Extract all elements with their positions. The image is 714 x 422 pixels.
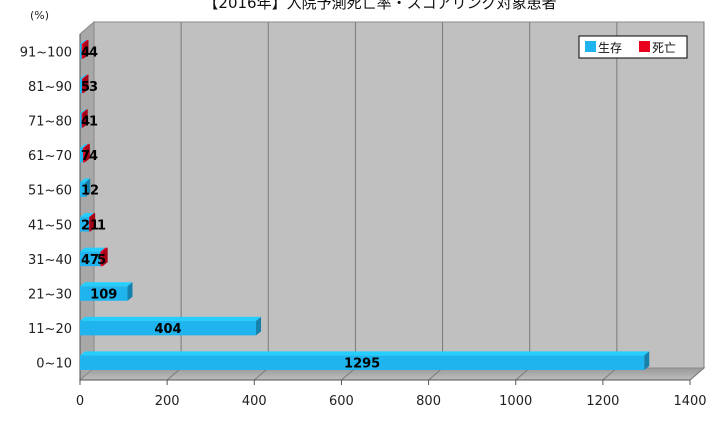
gridline-floor: [341, 367, 356, 381]
legend: 生存 死亡: [578, 35, 688, 59]
bar-top-face: [80, 213, 95, 218]
data-label-death: 5: [97, 253, 106, 268]
y-tick-label: 81~90: [28, 80, 72, 95]
bar-survive: [80, 78, 83, 94]
y-tick-label: 61~70: [28, 149, 72, 164]
y-tick-label: 51~60: [28, 184, 72, 199]
bar-survive: [80, 147, 84, 163]
y-axis-ticks: 0~10 11~20 21~30 31~40 41~50 51~60 61~70 71~80 8…: [20, 45, 72, 371]
bar-top-face: [80, 143, 89, 148]
bar-survive: [80, 44, 82, 59]
y-tick-label: 41~50: [28, 218, 72, 233]
x-tick-label: 1000: [499, 394, 532, 409]
legend-swatch-death: [639, 41, 650, 52]
x-tick-label: 200: [155, 394, 180, 409]
x-tick-label: 0: [76, 394, 84, 409]
bar-side-face: [85, 178, 91, 197]
gridline-floor: [428, 367, 443, 381]
bar-death: [89, 217, 91, 232]
gridline-floor: [515, 367, 531, 381]
data-label-survive: 4: [81, 45, 90, 60]
bar-top-face: [80, 351, 650, 356]
bar-side-face: [644, 351, 650, 370]
bar-top-face: [80, 316, 262, 321]
data-label-death: 4: [89, 149, 98, 164]
bar-side-face: [256, 316, 262, 336]
gridline-floor: [253, 367, 269, 381]
x-tick-label: 800: [416, 394, 441, 409]
y-tick-label: 31~40: [28, 253, 72, 268]
bar-top-face: [80, 282, 133, 287]
x-tick-label: 1200: [586, 394, 619, 409]
bar-side-face: [127, 282, 133, 301]
bar-survive: [80, 320, 257, 336]
bar-survive: [80, 286, 128, 301]
bar-top-face: [80, 40, 87, 45]
data-label-death: 1: [89, 115, 98, 130]
bar-death: [81, 113, 83, 128]
x-tick-label: 400: [242, 394, 267, 409]
bar-top-face: [81, 40, 89, 45]
bar-death: [83, 147, 85, 163]
data-label-survive: 404: [154, 322, 181, 337]
back-wall: [93, 21, 705, 369]
bar-top-face: [83, 143, 90, 148]
data-label-death: 3: [89, 80, 98, 95]
legend-label-survive: 生存: [598, 41, 622, 55]
x-tick-label: 1400: [673, 394, 706, 409]
bar-survive: [80, 355, 645, 370]
data-label-survive: 47: [81, 253, 99, 268]
data-label-survive: 1295: [344, 357, 380, 372]
data-label-survive: 12: [81, 184, 99, 199]
bar-top-face: [100, 247, 108, 252]
data-label-survive: 4: [81, 115, 90, 130]
bar-side-face: [90, 213, 96, 232]
bar-survive: [80, 217, 90, 232]
data-label-survive: 7: [81, 149, 90, 164]
chart-title: 【2016年】入院予測死亡率・スコアリング対象患者: [203, 0, 556, 12]
y-tick-label: 71~80: [28, 115, 72, 130]
bar-top-face: [80, 178, 91, 183]
bars: [80, 40, 650, 370]
bar-top-face: [82, 74, 89, 79]
bar-top-face: [89, 213, 96, 218]
bar-top-face: [81, 109, 88, 114]
gridline-floor: [602, 367, 618, 381]
bar-side-face: [83, 40, 89, 59]
y-tick-label: 0~10: [36, 357, 72, 372]
bar-death: [100, 251, 103, 267]
x-axis-ticks: 0 200 400 600 800 1000 1200 1400: [76, 380, 707, 409]
legend-label-death: 死亡: [652, 41, 676, 55]
data-label-survive: 5: [81, 80, 90, 95]
gridline-floor: [689, 367, 705, 381]
bar-side-face: [83, 74, 89, 94]
y-axis-unit-label: (%): [30, 9, 49, 22]
data-label-death: 1: [97, 218, 106, 233]
data-label-survive: 109: [90, 288, 117, 303]
data-label-death: 4: [89, 45, 98, 60]
bar-survive: [80, 182, 86, 197]
y-tick-label: 21~30: [28, 288, 72, 303]
legend-swatch-survive: [585, 41, 596, 52]
bar-top-face: [80, 109, 87, 114]
bar-side-face: [84, 143, 90, 163]
bar-survive: [80, 251, 101, 267]
y-tick-label: 11~20: [28, 322, 72, 337]
gridline-floor: [166, 367, 182, 381]
bar-side-face: [102, 247, 108, 267]
bar-survive: [80, 113, 82, 128]
bar-death: [81, 44, 84, 59]
y-tick-label: 91~100: [20, 45, 72, 60]
legend-box: [578, 35, 688, 59]
x-tick-label: 600: [329, 394, 354, 409]
data-label-survive: 21: [81, 218, 99, 233]
bar-side-face: [82, 109, 88, 128]
bar-death: [82, 78, 84, 94]
bar-top-face: [80, 247, 106, 252]
bar-top-face: [80, 74, 88, 79]
